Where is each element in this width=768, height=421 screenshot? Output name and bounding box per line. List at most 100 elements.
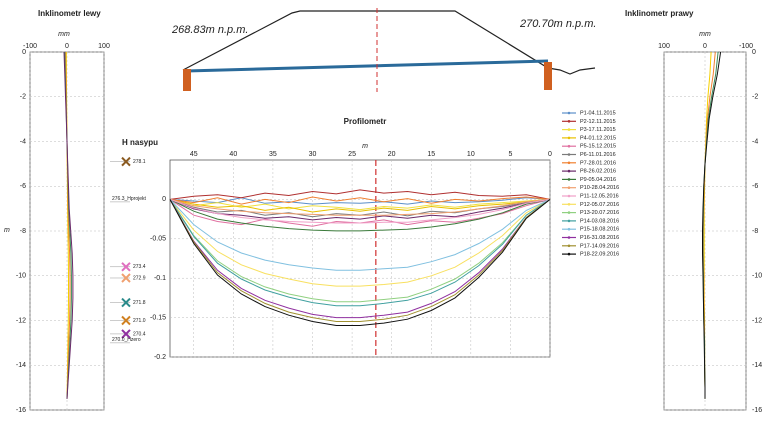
series-line xyxy=(169,196,551,205)
level-marker xyxy=(121,262,131,272)
x-tick-label: 40 xyxy=(229,151,237,158)
legend-label: P2-12.11.2015 xyxy=(580,119,616,125)
x-tick-label: 100 xyxy=(98,43,110,50)
legend-dot xyxy=(567,203,571,206)
y-tick-label: -12 xyxy=(752,317,762,324)
legend-label: P1-04.11.2015 xyxy=(580,110,616,116)
y-tick-label: -16 xyxy=(752,407,762,414)
left-post xyxy=(183,69,191,91)
legend-label: P8-26.02.2016 xyxy=(580,169,616,175)
x-tick-label: 25 xyxy=(348,151,356,158)
y-tick-label: -0.05 xyxy=(150,236,166,243)
y-tick-label: -0.1 xyxy=(154,275,166,282)
x-tick-label: -100 xyxy=(23,43,37,50)
y-tick-label: -14 xyxy=(752,362,762,369)
legend-dot xyxy=(567,186,571,189)
h-title: H nasypu xyxy=(122,138,158,147)
series-line xyxy=(169,198,551,271)
series-line xyxy=(169,198,551,303)
series-line xyxy=(169,198,551,287)
right-post xyxy=(544,62,552,90)
series-line xyxy=(169,199,551,322)
series-line xyxy=(169,189,551,200)
x-axis-label: mm xyxy=(699,31,711,38)
x-axis-label: m xyxy=(362,143,368,150)
series-line xyxy=(63,51,74,399)
y-tick-label: -10 xyxy=(752,273,762,280)
x-tick-label: -100 xyxy=(739,43,753,50)
x-tick-label: 0 xyxy=(703,43,707,50)
series-line xyxy=(169,198,551,307)
legend-dot xyxy=(567,219,571,223)
x-tick-label: 10 xyxy=(467,151,475,158)
legend-dot xyxy=(567,211,571,214)
y-tick-label: -8 xyxy=(752,228,758,235)
legend-dot xyxy=(567,227,571,231)
x-tick-label: 15 xyxy=(427,151,435,158)
legend-label: P3-17.11.2015 xyxy=(580,127,616,133)
y-tick-label: -0.15 xyxy=(150,314,166,321)
level-marker xyxy=(121,297,131,308)
level-label: 272.9 xyxy=(133,275,146,281)
legend-dot xyxy=(567,153,571,156)
level-label: 271.8 xyxy=(133,300,146,306)
series-line xyxy=(169,198,551,216)
y-tick-label: -10 xyxy=(16,273,26,280)
level-marker xyxy=(121,273,131,283)
series-line xyxy=(169,198,551,224)
level-marker xyxy=(121,156,131,167)
legend-label: P11-12.05.2016 xyxy=(580,193,619,199)
y-axis-label: m xyxy=(4,227,10,234)
level-label: 270.4 xyxy=(133,331,146,337)
legend-label: P13-20.07.2016 xyxy=(580,210,619,216)
level-label: 273.4 xyxy=(133,264,146,270)
legend-label: P16-31.08.2016 xyxy=(580,235,619,241)
level-label: 276.3_Hprojekt xyxy=(112,196,147,202)
legend-dot xyxy=(567,169,571,173)
y-tick-label: -2 xyxy=(20,94,26,101)
y-tick-label: -2 xyxy=(752,94,758,101)
y-tick-label: -6 xyxy=(20,183,26,190)
series-line xyxy=(169,198,551,221)
legend-label: P10-28.04.2016 xyxy=(580,185,619,191)
legend-label: P7-28.01.2016 xyxy=(580,160,616,166)
x-tick-label: 20 xyxy=(388,151,396,158)
x-tick-label: 5 xyxy=(508,151,512,158)
chart-title: Inklinometr prawy xyxy=(625,9,694,18)
series-line xyxy=(702,51,719,399)
legend-dot xyxy=(567,194,571,198)
y-tick-label: 0 xyxy=(22,49,26,56)
legend-label: P14-03.08.2016 xyxy=(580,218,619,224)
y-tick-label: -14 xyxy=(16,362,26,369)
level-label: 278.1 xyxy=(133,159,146,165)
left-elevation: 268.83m n.p.m. xyxy=(171,24,248,36)
x-tick-label: 100 xyxy=(658,43,670,50)
level-label: 270.0_Hzero xyxy=(112,337,141,343)
legend-dot xyxy=(567,244,571,248)
legend-dot xyxy=(567,178,571,181)
x-tick-label: 45 xyxy=(190,151,198,158)
legend-label: P6-11.01.2016 xyxy=(580,152,616,158)
legend-dot xyxy=(567,111,571,115)
y-tick-label: -6 xyxy=(752,183,758,190)
legend-label: P4-01.12.2015 xyxy=(580,135,616,141)
chart-title: Profilometr xyxy=(344,117,387,126)
x-tick-label: 0 xyxy=(548,151,552,158)
legend-label: P12-05.07.2016 xyxy=(580,202,619,208)
legend-dot xyxy=(567,161,571,165)
level-marker xyxy=(121,329,131,339)
legend-label: P15-18.08.2016 xyxy=(580,227,619,233)
profile-pipe xyxy=(185,59,549,73)
legend-dot xyxy=(567,120,571,123)
x-tick-label: 30 xyxy=(309,151,317,158)
y-tick-label: 0 xyxy=(162,196,166,203)
legend-dot xyxy=(567,144,571,148)
legend-dot xyxy=(567,136,571,140)
right-elevation: 270.70m n.p.m. xyxy=(519,18,596,30)
legend-dot xyxy=(567,128,571,131)
level-label: 271.0 xyxy=(133,318,146,324)
y-tick-label: -12 xyxy=(16,317,26,324)
y-tick-label: -4 xyxy=(752,138,758,145)
series-line xyxy=(702,51,722,399)
